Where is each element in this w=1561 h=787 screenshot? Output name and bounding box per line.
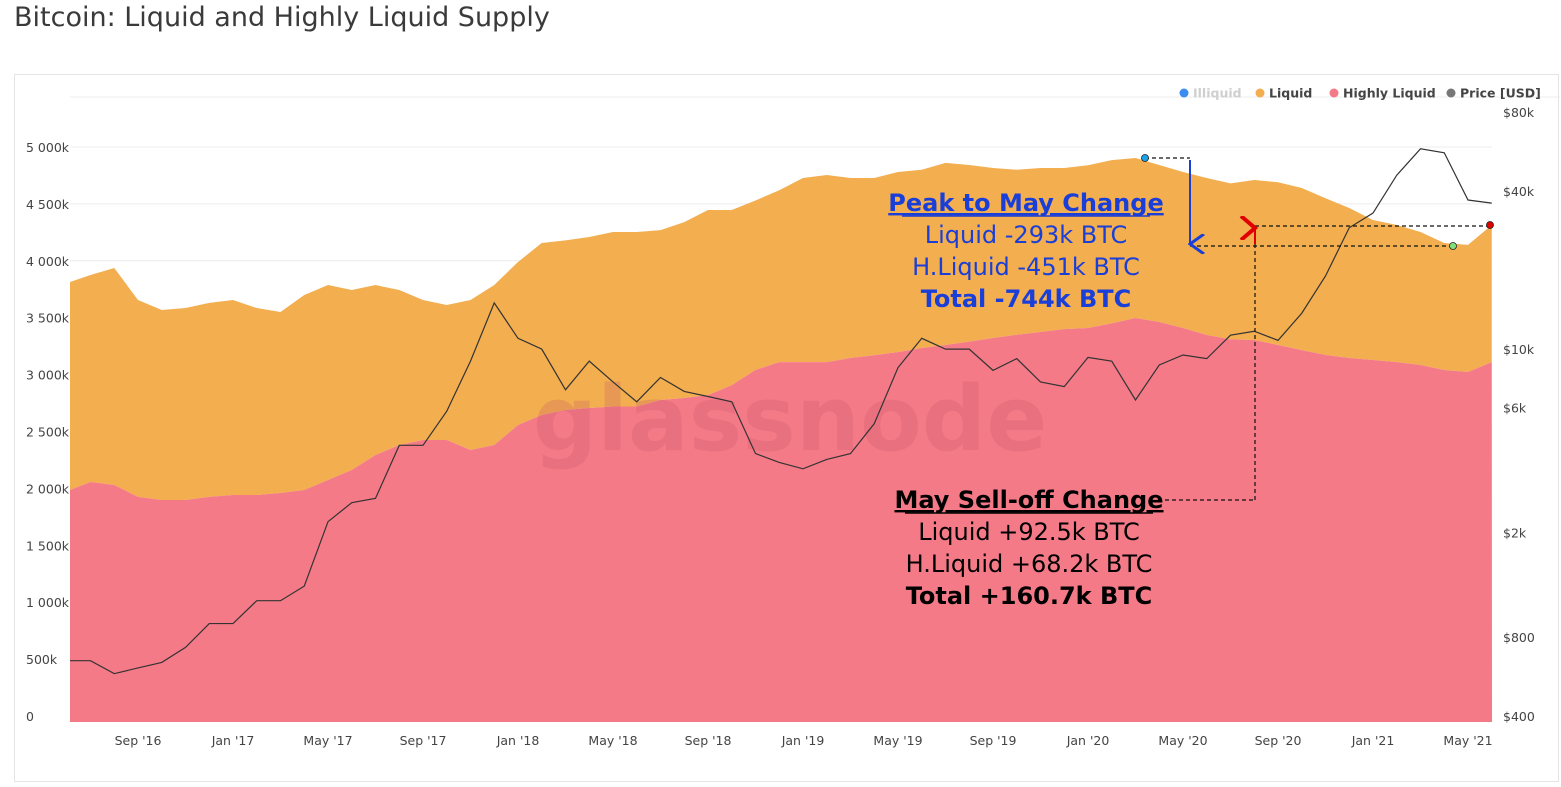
- x-tick-label: Jan '17: [211, 733, 255, 748]
- annotation-total: Total -744k BTC: [921, 285, 1132, 313]
- legend-label: Price [USD]: [1460, 86, 1541, 101]
- y-right-tick-label: $800: [1503, 630, 1535, 645]
- y-left-tick-label: 3 000k: [26, 368, 70, 383]
- peak-dot-icon: [1141, 154, 1149, 162]
- highly-liquid-area: [70, 318, 1492, 722]
- y-right-tick-label: $400: [1503, 709, 1535, 724]
- x-tick-label: Sep '18: [685, 733, 732, 748]
- y-left-tick-label: 1 000k: [26, 595, 70, 610]
- watermark-logo: glassnode: [533, 367, 1048, 472]
- low-dot-icon: [1449, 242, 1457, 250]
- price-line: [70, 148, 1492, 675]
- x-tick-label: Jan '21: [1351, 733, 1395, 748]
- y-right-tick-label: $40k: [1503, 184, 1535, 199]
- x-tick-label: Sep '20: [1255, 733, 1302, 748]
- x-tick-label: Jan '18: [496, 733, 540, 748]
- legend-item-price-usd-[interactable]: Price [USD]: [1446, 86, 1541, 101]
- x-tick-label: May '21: [1443, 733, 1492, 748]
- y-left-tick-label: 4 500k: [26, 197, 70, 212]
- y-right-tick-label: $6k: [1503, 400, 1527, 415]
- x-tick-label: Jan '19: [781, 733, 825, 748]
- peak-to-may-annotation: Peak to May Change Liquid -293k BTC H.Liqu…: [888, 189, 1163, 313]
- x-tick-label: Sep '19: [970, 733, 1017, 748]
- y-left-tick-label: 1 500k: [26, 538, 70, 553]
- annotation-line: H.Liquid -451k BTC: [912, 253, 1140, 281]
- annotation-total: Total +160.7k BTC: [906, 582, 1153, 610]
- legend-dot-icon: [1329, 88, 1339, 98]
- x-tick-label: Sep '17: [400, 733, 447, 748]
- annotation-heading: Peak to May Change: [888, 189, 1163, 217]
- x-tick-label: May '20: [1158, 733, 1207, 748]
- legend-dot-icon: [1255, 88, 1265, 98]
- legend-label: Liquid: [1269, 86, 1312, 101]
- y-right-tick-label: $10k: [1503, 342, 1535, 357]
- x-tick-label: May '18: [588, 733, 637, 748]
- y-left-tick-label: 0: [26, 709, 34, 724]
- liquid-area: [70, 158, 1492, 501]
- y-left-tick-label: 5 000k: [26, 140, 70, 155]
- legend-item-highly-liquid[interactable]: Highly Liquid: [1329, 86, 1436, 101]
- y-left-tick-label: 3 500k: [26, 311, 70, 326]
- legend-item-illiquid[interactable]: Illiquid: [1179, 86, 1242, 101]
- y-right-tick-label: $80k: [1503, 105, 1535, 120]
- current-dot-icon: [1486, 221, 1494, 229]
- chart-frame: [14, 74, 1559, 782]
- legend-label: Highly Liquid: [1343, 86, 1436, 101]
- y-left-tick-label: 500k: [26, 652, 58, 667]
- legend-dot-icon: [1179, 88, 1189, 98]
- legend-label: Illiquid: [1193, 86, 1242, 101]
- y-left-tick-label: 4 000k: [26, 254, 70, 269]
- legend-item-liquid[interactable]: Liquid: [1255, 86, 1313, 101]
- y-left-tick-label: 2 000k: [26, 481, 70, 496]
- y-right-tick-label: $2k: [1503, 526, 1527, 541]
- annotation-line: Liquid -293k BTC: [925, 221, 1128, 249]
- page-title: Bitcoin: Liquid and Highly Liquid Supply: [14, 2, 550, 33]
- annotation-heading: May Sell-off Change: [894, 486, 1163, 514]
- may-selloff-annotation: May Sell-off Change Liquid +92.5k BTC H.Li…: [894, 486, 1163, 610]
- legend-dot-icon: [1446, 88, 1456, 98]
- annotation-line: Liquid +92.5k BTC: [918, 518, 1140, 546]
- annotation-line: H.Liquid +68.2k BTC: [906, 550, 1153, 578]
- x-tick-label: May '17: [303, 733, 352, 748]
- x-tick-label: Jan '20: [1066, 733, 1110, 748]
- x-tick-label: Sep '16: [115, 733, 162, 748]
- y-left-tick-label: 2 500k: [26, 425, 70, 440]
- x-tick-label: May '19: [873, 733, 922, 748]
